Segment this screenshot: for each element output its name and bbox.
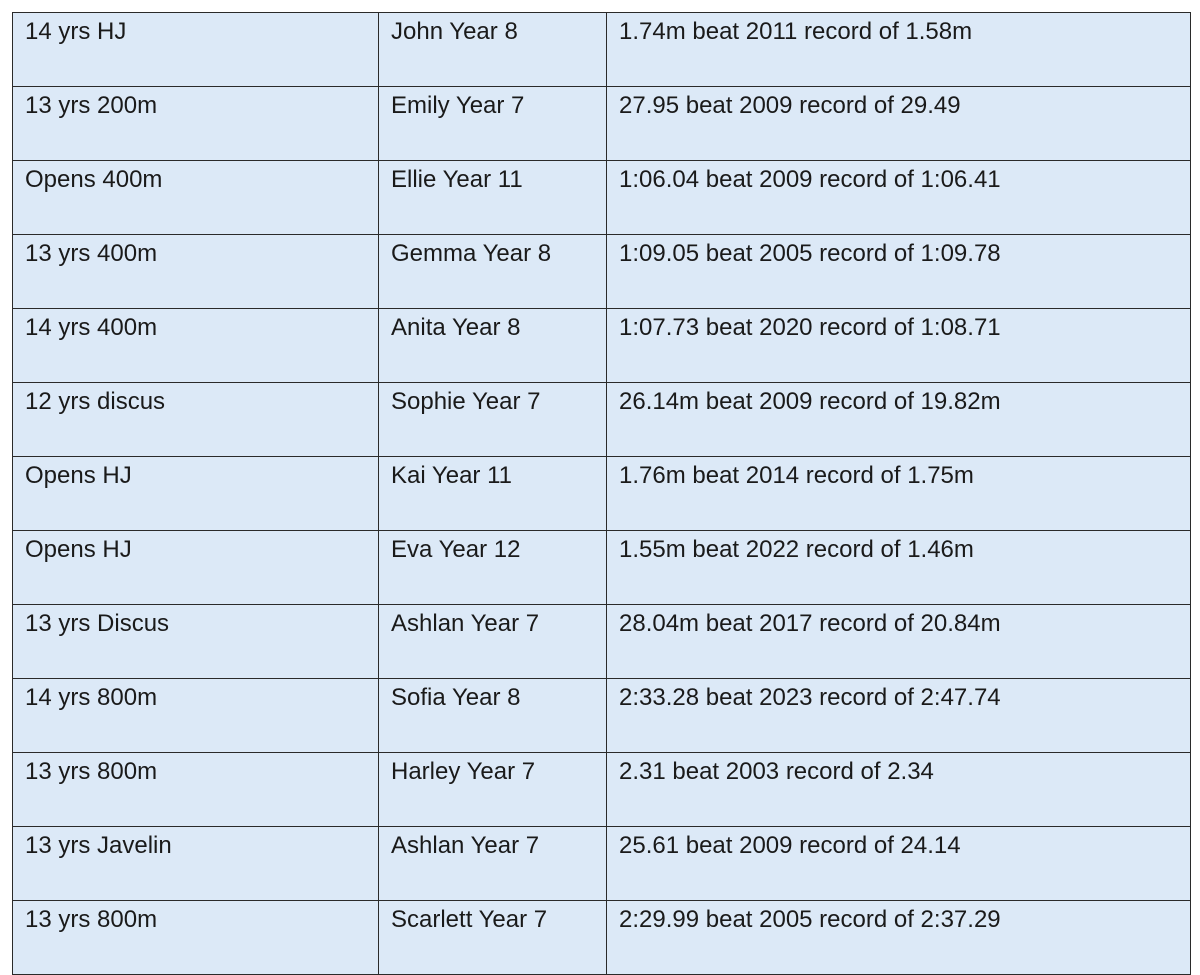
athlete-cell: Kai Year 11 <box>378 456 607 531</box>
athlete-cell: Sofia Year 8 <box>378 678 607 753</box>
result-cell: 1:06.04 beat 2009 record of 1:06.41 <box>606 160 1191 235</box>
table-row: 14 yrs 400m Anita Year 8 1:07.73 beat 20… <box>12 308 1191 383</box>
event-cell: 13 yrs Javelin <box>12 826 379 901</box>
table-row: 13 yrs 400m Gemma Year 8 1:09.05 beat 20… <box>12 234 1191 309</box>
event-cell: 13 yrs 200m <box>12 86 379 161</box>
event-cell: 13 yrs 800m <box>12 900 379 975</box>
athlete-cell: Sophie Year 7 <box>378 382 607 457</box>
athlete-cell: Ashlan Year 7 <box>378 604 607 679</box>
event-cell: 13 yrs Discus <box>12 604 379 679</box>
athlete-cell: John Year 8 <box>378 12 607 87</box>
result-cell: 28.04m beat 2017 record of 20.84m <box>606 604 1191 679</box>
result-cell: 26.14m beat 2009 record of 19.82m <box>606 382 1191 457</box>
result-cell: 25.61 beat 2009 record of 24.14 <box>606 826 1191 901</box>
table-row: Opens 400m Ellie Year 11 1:06.04 beat 20… <box>12 160 1191 235</box>
table-row: 13 yrs Javelin Ashlan Year 7 25.61 beat … <box>12 826 1191 901</box>
event-cell: Opens HJ <box>12 530 379 605</box>
result-cell: 1.74m beat 2011 record of 1.58m <box>606 12 1191 87</box>
result-cell: 1:07.73 beat 2020 record of 1:08.71 <box>606 308 1191 383</box>
records-table-body: 14 yrs HJ John Year 8 1.74m beat 2011 re… <box>12 12 1191 975</box>
table-row: 14 yrs 800m Sofia Year 8 2:33.28 beat 20… <box>12 678 1191 753</box>
result-cell: 2:29.99 beat 2005 record of 2:37.29 <box>606 900 1191 975</box>
table-row: 13 yrs 800m Scarlett Year 7 2:29.99 beat… <box>12 900 1191 975</box>
athlete-cell: Harley Year 7 <box>378 752 607 827</box>
result-cell: 2:33.28 beat 2023 record of 2:47.74 <box>606 678 1191 753</box>
result-cell: 2.31 beat 2003 record of 2.34 <box>606 752 1191 827</box>
table-row: 14 yrs HJ John Year 8 1.74m beat 2011 re… <box>12 12 1191 87</box>
table-row: 13 yrs 800m Harley Year 7 2.31 beat 2003… <box>12 752 1191 827</box>
athlete-cell: Emily Year 7 <box>378 86 607 161</box>
table-row: 12 yrs discus Sophie Year 7 26.14m beat … <box>12 382 1191 457</box>
event-cell: 12 yrs discus <box>12 382 379 457</box>
table-row: 13 yrs Discus Ashlan Year 7 28.04m beat … <box>12 604 1191 679</box>
event-cell: 14 yrs 400m <box>12 308 379 383</box>
table-row: 13 yrs 200m Emily Year 7 27.95 beat 2009… <box>12 86 1191 161</box>
athlete-cell: Gemma Year 8 <box>378 234 607 309</box>
athlete-cell: Ellie Year 11 <box>378 160 607 235</box>
table-row: Opens HJ Eva Year 12 1.55m beat 2022 rec… <box>12 530 1191 605</box>
result-cell: 1.55m beat 2022 record of 1.46m <box>606 530 1191 605</box>
event-cell: Opens 400m <box>12 160 379 235</box>
athlete-cell: Eva Year 12 <box>378 530 607 605</box>
athlete-cell: Ashlan Year 7 <box>378 826 607 901</box>
result-cell: 27.95 beat 2009 record of 29.49 <box>606 86 1191 161</box>
event-cell: 13 yrs 800m <box>12 752 379 827</box>
result-cell: 1:09.05 beat 2005 record of 1:09.78 <box>606 234 1191 309</box>
event-cell: 14 yrs HJ <box>12 12 379 87</box>
records-table: 14 yrs HJ John Year 8 1.74m beat 2011 re… <box>12 12 1191 975</box>
table-row: Opens HJ Kai Year 11 1.76m beat 2014 rec… <box>12 456 1191 531</box>
event-cell: 14 yrs 800m <box>12 678 379 753</box>
result-cell: 1.76m beat 2014 record of 1.75m <box>606 456 1191 531</box>
event-cell: 13 yrs 400m <box>12 234 379 309</box>
athlete-cell: Anita Year 8 <box>378 308 607 383</box>
athlete-cell: Scarlett Year 7 <box>378 900 607 975</box>
event-cell: Opens HJ <box>12 456 379 531</box>
